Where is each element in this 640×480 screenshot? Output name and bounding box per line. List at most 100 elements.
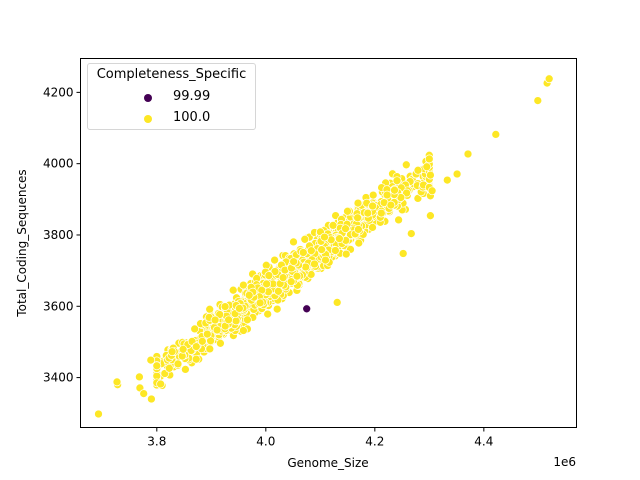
svg-text:3.8: 3.8	[147, 435, 166, 449]
data-point	[401, 160, 411, 170]
legend: Completeness_Specific 99.99 100.0	[87, 63, 256, 130]
data-point	[402, 188, 411, 198]
data-point	[452, 169, 462, 179]
data-point	[139, 389, 149, 398]
data-point	[368, 223, 377, 232]
data-point	[320, 232, 329, 242]
data-point	[335, 234, 344, 244]
data-point	[341, 249, 351, 259]
data-point	[317, 245, 326, 254]
data-point	[368, 190, 378, 200]
data-point	[205, 344, 215, 354]
data-point	[289, 257, 298, 266]
data-point	[272, 304, 282, 314]
data-point	[173, 359, 183, 369]
data-point	[341, 224, 350, 234]
data-point	[255, 298, 265, 308]
data-point	[354, 225, 363, 234]
plot-area-frame	[80, 58, 577, 428]
data-point	[147, 394, 156, 404]
data-point	[220, 302, 230, 311]
data-point	[235, 304, 244, 313]
data-point	[306, 246, 316, 256]
data-point	[301, 262, 311, 272]
svg-text:4200: 4200	[43, 85, 74, 99]
data-point	[442, 175, 452, 185]
data-point	[215, 310, 225, 319]
data-point	[368, 201, 377, 211]
svg-text:3600: 3600	[43, 299, 74, 313]
data-point	[231, 316, 241, 326]
data-point	[376, 208, 386, 218]
legend-label: 100.0	[173, 110, 211, 125]
data-points	[94, 74, 554, 419]
data-point	[239, 326, 248, 335]
svg-text:4.4: 4.4	[474, 435, 493, 449]
data-point	[178, 344, 188, 354]
y-axis-label: Total_Coding_Sequences	[15, 169, 29, 317]
legend-marker-purple-icon	[144, 94, 152, 102]
data-point	[310, 259, 319, 269]
data-point	[270, 255, 279, 265]
data-point	[190, 324, 200, 334]
legend-title: Completeness_Specific	[96, 67, 247, 82]
data-point	[302, 304, 312, 314]
data-point	[332, 298, 342, 307]
data-point	[243, 315, 252, 325]
data-point	[278, 273, 288, 283]
data-point	[270, 267, 280, 276]
data-point	[353, 213, 362, 223]
x-axis-offset-label: 1e6	[553, 455, 576, 469]
svg-text:4.0: 4.0	[256, 435, 275, 449]
data-point	[328, 221, 338, 230]
data-point	[463, 149, 473, 159]
data-point	[264, 271, 274, 280]
data-point	[152, 361, 162, 371]
data-point	[386, 200, 396, 210]
data-point	[426, 211, 435, 221]
data-point	[210, 315, 220, 325]
data-point	[212, 325, 222, 335]
data-point	[216, 338, 225, 348]
x-axis-ticks: 3.8 4.0 4.2 4.4	[147, 427, 493, 449]
data-point	[94, 409, 103, 419]
data-point	[354, 238, 364, 248]
data-point	[197, 336, 207, 346]
data-point	[239, 280, 248, 290]
x-axis-label: Genome_Size	[287, 456, 368, 470]
data-point	[300, 234, 310, 244]
data-point	[262, 279, 271, 289]
data-point	[424, 154, 434, 164]
data-point	[382, 190, 392, 200]
data-point	[533, 96, 543, 105]
data-point	[413, 165, 423, 175]
data-point	[146, 355, 156, 365]
data-point	[224, 315, 233, 325]
data-point	[426, 170, 435, 180]
legend-item-99-99: 99.99	[88, 88, 255, 108]
data-point	[331, 246, 340, 255]
data-point	[167, 347, 177, 357]
data-point	[263, 309, 273, 319]
data-point	[191, 342, 201, 351]
data-point	[406, 229, 416, 238]
data-point	[544, 74, 554, 84]
data-point	[491, 130, 501, 139]
data-point	[135, 372, 144, 382]
data-point	[202, 329, 212, 339]
data-point	[343, 206, 352, 216]
data-point	[156, 379, 165, 389]
data-point	[292, 271, 302, 281]
data-point	[228, 285, 238, 295]
data-point	[392, 176, 402, 186]
data-point	[394, 215, 403, 225]
data-point	[321, 255, 330, 265]
data-point	[422, 162, 432, 172]
legend-marker-yellow-icon	[144, 115, 152, 123]
data-point	[164, 363, 174, 373]
data-point	[181, 365, 190, 374]
data-point	[390, 185, 399, 195]
data-point	[274, 286, 283, 296]
legend-label: 99.99	[173, 89, 211, 104]
data-point	[191, 354, 201, 364]
